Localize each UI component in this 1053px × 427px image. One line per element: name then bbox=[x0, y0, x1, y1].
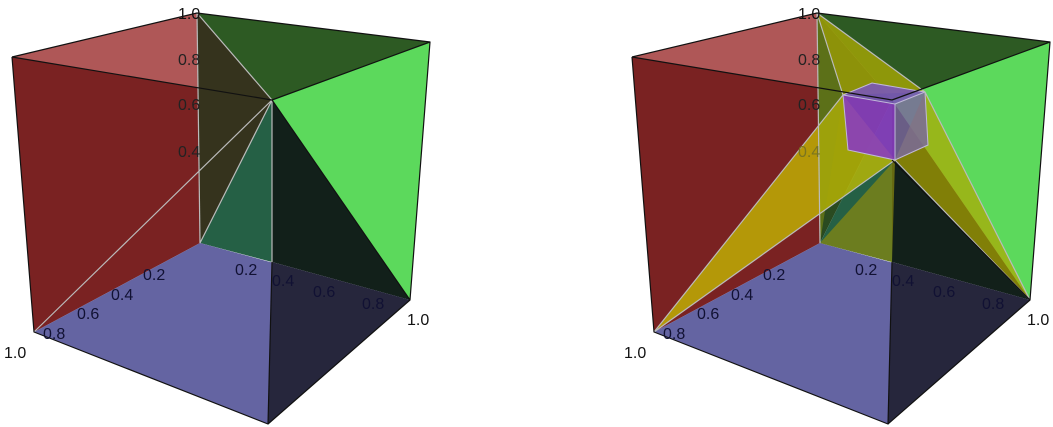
front-right-edge bbox=[891, 41, 1051, 101]
yellow-region-right bbox=[895, 92, 1030, 300]
x-tick: 0.6 bbox=[313, 284, 335, 301]
yellow-region-left bbox=[654, 95, 895, 332]
green-face bbox=[272, 42, 430, 300]
yellow-edge bbox=[816, 12, 844, 96]
front-vertical-edge bbox=[267, 261, 273, 425]
yellow-region-bottom bbox=[820, 160, 895, 262]
inner-cube bbox=[842, 82, 929, 161]
corner-label-right: 1.0 bbox=[407, 312, 429, 329]
yellow-region-top bbox=[817, 13, 925, 95]
x-tick: 0.6 bbox=[933, 284, 955, 301]
y-tick: 0.2 bbox=[763, 267, 785, 284]
inner-cube-top bbox=[843, 83, 925, 104]
y-tick: 0.8 bbox=[663, 326, 685, 343]
corner-label-right: 1.0 bbox=[1027, 312, 1049, 329]
y-tick: 0.6 bbox=[77, 306, 99, 323]
yellow-edge bbox=[653, 159, 896, 333]
vertical-line bbox=[816, 12, 821, 244]
front-vertical-edge bbox=[887, 261, 893, 425]
z-tick: 0.6 bbox=[798, 97, 820, 114]
front-right-edge bbox=[271, 41, 431, 101]
corner-label-top: 1.0 bbox=[178, 6, 200, 23]
z-tick: 0.4 bbox=[798, 144, 820, 161]
x-tick: 0.4 bbox=[272, 273, 294, 290]
y-tick: 0.8 bbox=[43, 326, 65, 343]
pyramid-edge bbox=[199, 99, 273, 244]
red-face bbox=[632, 13, 820, 332]
yellow-edge bbox=[653, 94, 844, 333]
yellow-region-back bbox=[817, 13, 843, 243]
corner-label-top: 1.0 bbox=[798, 6, 820, 23]
yellow-edge bbox=[924, 91, 1031, 301]
y-tick: 0.2 bbox=[143, 267, 165, 284]
inner-cube-outline bbox=[842, 82, 929, 161]
z-tick: 0.8 bbox=[178, 52, 200, 69]
left-cube-panel: 1.0 1.0 1.0 0.8 0.6 0.4 0.2 0.4 0.6 0.8 … bbox=[4, 6, 431, 425]
front-top-edge bbox=[11, 56, 273, 101]
corner-label-left: 1.0 bbox=[4, 345, 26, 362]
red-pyramid-face bbox=[197, 13, 272, 243]
diagonal-line bbox=[33, 99, 273, 333]
inner-cube-edge bbox=[842, 94, 896, 105]
pyramid-apex-edge bbox=[271, 99, 411, 301]
vertical-line bbox=[196, 12, 201, 244]
front-top-edge bbox=[631, 56, 893, 101]
corner-label-left: 1.0 bbox=[624, 345, 646, 362]
red-face bbox=[12, 13, 200, 332]
right-cube-panel: 1.0 1.0 1.0 0.8 0.6 0.4 0.2 0.4 0.6 0.8 … bbox=[624, 6, 1051, 425]
y-tick: 0.4 bbox=[731, 287, 753, 304]
pyramid-apex-edge bbox=[891, 159, 1031, 301]
x-tick: 0.4 bbox=[892, 273, 914, 290]
inner-cube-edge bbox=[894, 91, 926, 105]
x-tick: 0.2 bbox=[855, 262, 877, 279]
z-tick: 0.6 bbox=[178, 97, 200, 114]
yellow-edge bbox=[816, 12, 926, 93]
inner-cube-front bbox=[843, 95, 895, 160]
x-tick: 0.8 bbox=[982, 296, 1004, 313]
y-tick: 0.4 bbox=[111, 287, 133, 304]
y-tick: 0.6 bbox=[697, 306, 719, 323]
top-inner-line bbox=[196, 12, 273, 101]
green-pyramid-face bbox=[200, 100, 272, 262]
z-tick: 0.4 bbox=[178, 144, 200, 161]
inner-cube-side bbox=[895, 92, 928, 160]
blue-floor-shadow bbox=[888, 262, 1030, 424]
blue-floor-shadow bbox=[268, 262, 410, 424]
x-tick: 0.8 bbox=[362, 296, 384, 313]
x-tick: 0.2 bbox=[235, 262, 257, 279]
z-tick: 0.8 bbox=[798, 52, 820, 69]
